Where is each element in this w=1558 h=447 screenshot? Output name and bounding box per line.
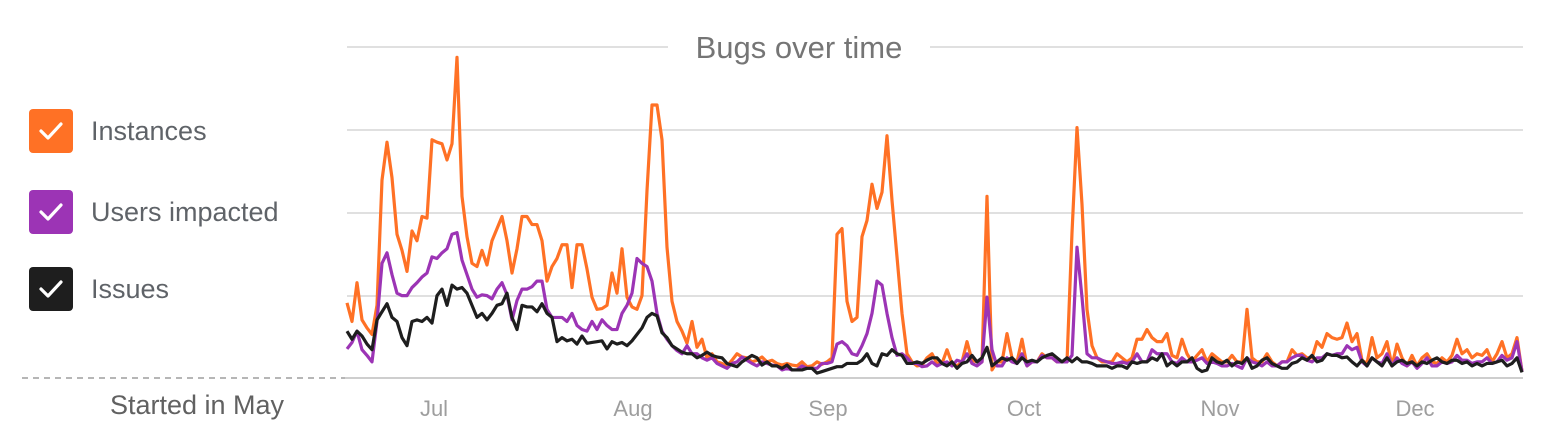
gridlines [347,46,1523,297]
series-line-issues [345,283,1524,375]
x-tick-label: Nov [1200,396,1239,421]
x-tick-label: Aug [613,396,652,421]
series-line-instances [345,55,1524,372]
checkbox-users-impacted[interactable] [29,190,73,234]
series-line-users-impacted [345,231,1524,372]
x-tick-label: Oct [1007,396,1041,421]
chart-title: Bugs over time [696,30,903,65]
check-icon [39,280,63,298]
title-background [668,24,930,70]
x-tick-label: Sep [808,396,847,421]
legend-label-issues: Issues [91,273,170,304]
x-axis-ticks: Jul Aug Sep Oct Nov Dec [420,396,1435,421]
x-tick-label: Dec [1395,396,1434,421]
legend-item-issues[interactable]: Issues [29,266,169,312]
x-tick-label: Jul [420,396,448,421]
legend-item-users-impacted[interactable]: Users impacted [29,189,279,235]
legend-label-instances: Instances [91,115,207,146]
check-icon [39,122,63,140]
legend-label-users-impacted: Users impacted [91,196,279,227]
start-label: Started in May [110,390,285,420]
legend-item-instances[interactable]: Instances [29,108,207,154]
checkbox-issues[interactable] [29,267,73,311]
check-icon [39,203,63,221]
checkbox-instances[interactable] [29,109,73,153]
series-lines [345,55,1524,375]
